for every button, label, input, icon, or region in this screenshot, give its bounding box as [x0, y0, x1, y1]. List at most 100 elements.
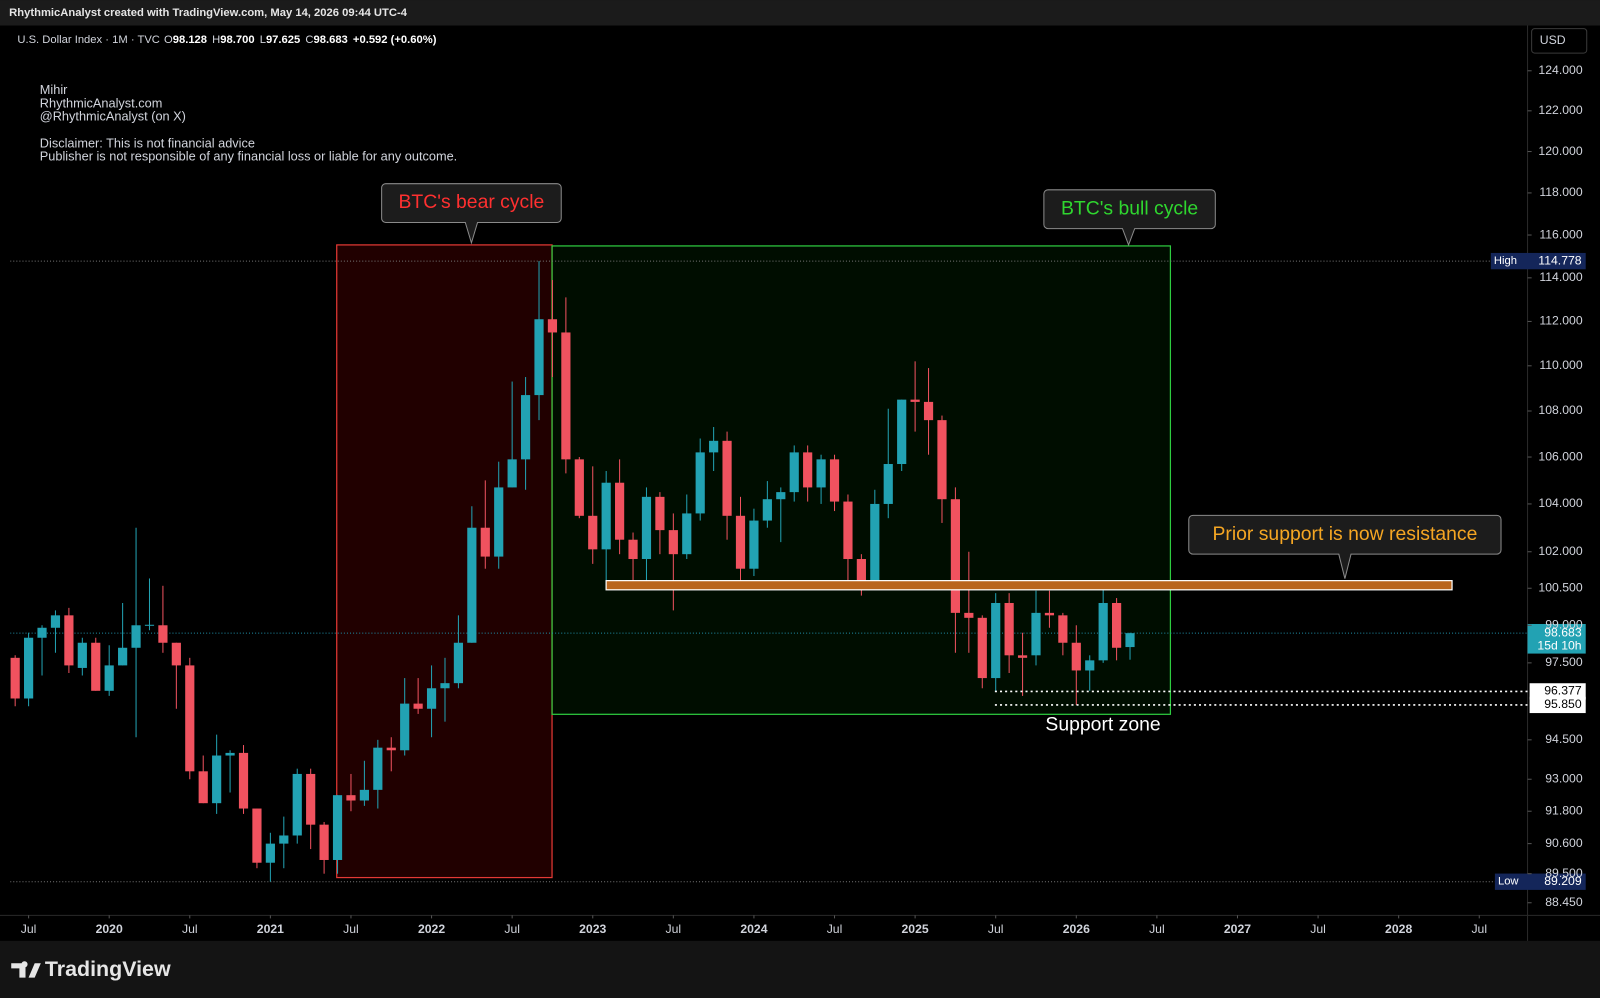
candle-body [803, 452, 813, 488]
candle-body [735, 515, 746, 569]
x-tick-label: Jul [21, 922, 37, 936]
candle-body [185, 665, 195, 772]
candle-body [977, 617, 987, 679]
x-tick-label: 2024 [740, 922, 767, 936]
legend-key: O [164, 34, 173, 46]
candle-body [615, 482, 625, 540]
candle-body [843, 501, 853, 560]
candle-body [292, 773, 302, 836]
change: +0.592 (+0.60%) [353, 34, 437, 46]
candle-body [198, 771, 208, 804]
candle-body [77, 642, 87, 668]
candle-body [762, 499, 772, 521]
top-bar [0, 0, 1600, 26]
candle-body [883, 464, 893, 504]
candle-body [695, 452, 705, 514]
candle-body [373, 747, 383, 790]
candle-body [131, 625, 141, 648]
brand: TradingView [45, 957, 171, 981]
x-tick-label: Jul [1471, 922, 1487, 936]
support-marker-box [1529, 683, 1586, 700]
candle-body [964, 612, 974, 618]
legend-value: 98.683 [313, 34, 347, 46]
note: @RhythmicAnalyst (on X) [40, 109, 186, 124]
candle-body [682, 513, 692, 555]
candle-body [64, 615, 74, 666]
candle-body [118, 647, 128, 666]
bear-cycle-box [336, 244, 553, 879]
x-tick-label: 2022 [418, 922, 445, 936]
candle-body [24, 637, 34, 699]
y-tick-label: 90.600 [1545, 836, 1583, 850]
y-tick-label: 100.500 [1538, 580, 1582, 594]
countdown: 15d 10h [1537, 639, 1581, 653]
x-tick-label: 2023 [579, 922, 606, 936]
callout-box [1043, 189, 1216, 247]
candle-body [453, 642, 464, 684]
x-tick-label: Jul [1310, 922, 1326, 936]
candle-body [722, 440, 732, 516]
candle-body [332, 795, 343, 860]
candle-body [1098, 602, 1108, 661]
y-tick-label: 116.000 [1539, 227, 1583, 241]
footer-logo[interactable]: TradingView [11, 957, 171, 981]
last-price-value: 98.683 [1544, 625, 1582, 639]
note: Mihir [40, 82, 68, 97]
candle-body [1112, 602, 1122, 648]
y-tick-label: 114.000 [1539, 270, 1583, 284]
candle-body [104, 665, 114, 691]
candle-body [991, 602, 1001, 679]
candle-body [628, 539, 638, 560]
candle-body [480, 527, 490, 557]
support-marker-box [1529, 696, 1586, 714]
candle-body [252, 808, 262, 863]
candle-body [319, 824, 329, 860]
candle-body [238, 752, 249, 809]
callout-text: BTC's bear cycle [399, 191, 545, 213]
candle-body [158, 625, 168, 643]
candle-body [1044, 612, 1055, 616]
overlay: BTC's bear cycle BTC's bull cycle Prior su… [381, 183, 1586, 890]
candle-body [574, 459, 584, 516]
legend-value: 98.700 [220, 34, 254, 46]
x-tick-label: Jul [343, 922, 359, 936]
candle-body [1125, 633, 1135, 648]
plot [10, 244, 1528, 883]
candle-body [923, 401, 934, 421]
candle-body [1031, 612, 1041, 656]
resistance-band [605, 580, 1453, 591]
candle-body [709, 440, 719, 453]
support-zone-label: Support zone [1045, 714, 1160, 736]
candle-body [10, 657, 20, 699]
currency-box[interactable] [1531, 28, 1588, 54]
candle-body [171, 642, 181, 666]
legend-key: L [260, 34, 266, 46]
candle-body [1058, 615, 1068, 643]
note: Publisher is not responsible of any fina… [40, 149, 457, 164]
x-tick-label: Jul [182, 922, 198, 936]
candle-body [601, 482, 611, 550]
y-tick-label: 97.500 [1545, 655, 1583, 669]
candle-body [346, 795, 356, 801]
candle-body [856, 559, 866, 581]
note: Disclaimer: This is not financial advice [40, 135, 255, 150]
candle-body [937, 420, 947, 500]
y-tick-label: 108.000 [1538, 403, 1582, 417]
candle-body [413, 703, 423, 709]
legend-key: C [305, 34, 313, 46]
y-tick-label: 88.450 [1545, 895, 1583, 909]
candle-body [212, 755, 222, 804]
candle-body [359, 789, 369, 801]
candle-body [910, 399, 920, 402]
candle-body [816, 459, 826, 488]
x-tick-label: 2021 [257, 922, 284, 936]
last-price-box [1527, 623, 1586, 654]
note: RhythmicAnalyst.com [40, 95, 163, 110]
candle-body [561, 332, 571, 460]
candle-body [1071, 642, 1081, 671]
candle-body [950, 499, 961, 613]
candle-body [144, 624, 155, 626]
candle-body [641, 496, 652, 560]
candle-body [279, 835, 289, 844]
